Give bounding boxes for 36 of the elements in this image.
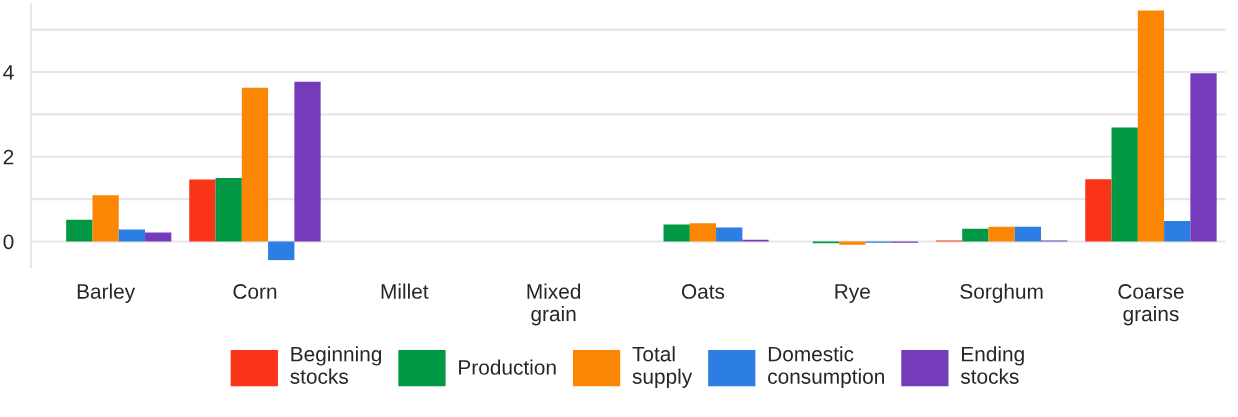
y-tick-label: 0 — [3, 234, 14, 250]
x-tick-label: Barley — [77, 283, 136, 303]
legend-label: Beginning stocks — [290, 346, 382, 384]
y-tick-label: 2 — [3, 149, 14, 165]
bar — [268, 241, 295, 261]
bar — [92, 195, 119, 242]
bar — [1111, 127, 1138, 242]
y-tick-label: 4 — [3, 65, 14, 80]
legend-label: Production — [459, 359, 556, 375]
bar — [988, 226, 1015, 242]
bar — [716, 227, 743, 242]
x-tick-label: Coarse grains — [1118, 284, 1184, 326]
bar — [1085, 179, 1112, 242]
x-tick-label: Mixed grain — [527, 283, 581, 326]
bar — [689, 223, 717, 242]
x-tick-label: Sorghum — [960, 283, 1043, 303]
bar — [189, 179, 216, 242]
bar — [839, 241, 866, 245]
bar — [294, 81, 321, 242]
bar — [215, 177, 242, 242]
bar — [1014, 226, 1042, 242]
bar — [118, 229, 146, 242]
bar — [962, 228, 989, 242]
legend-label: Ending stocks — [960, 346, 1024, 384]
x-tick-label: Millet — [381, 283, 429, 299]
legend-label: Domestic consumption — [768, 346, 884, 389]
bar — [663, 224, 690, 242]
legend-label: Total supply — [632, 346, 693, 389]
bar — [1190, 73, 1217, 242]
bar — [1164, 221, 1191, 242]
x-tick-label: Oats — [681, 284, 725, 299]
bar — [241, 87, 269, 242]
bar — [66, 219, 93, 242]
x-tick-label: Rye — [835, 284, 870, 303]
x-tick-label: Corn — [233, 284, 277, 299]
bar — [1137, 10, 1165, 242]
